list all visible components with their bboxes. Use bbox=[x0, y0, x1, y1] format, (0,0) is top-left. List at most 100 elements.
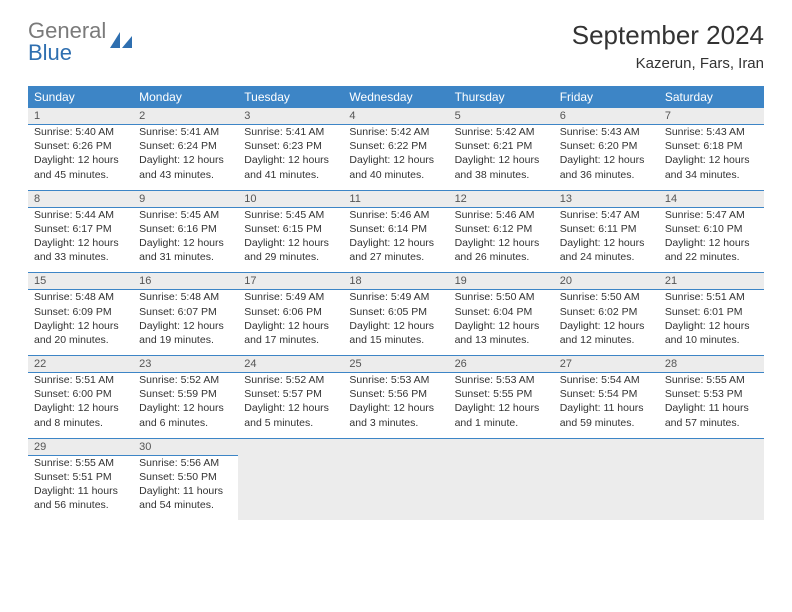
day-number: 25 bbox=[343, 356, 448, 373]
sunrise-line: Sunrise: 5:56 AM bbox=[139, 456, 232, 470]
daylight-line: Daylight: 12 hours bbox=[665, 153, 758, 167]
daylight-line: and 13 minutes. bbox=[455, 333, 548, 347]
daylight-line: and 10 minutes. bbox=[665, 333, 758, 347]
daylight-line: and 20 minutes. bbox=[34, 333, 127, 347]
sunrise-line: Sunrise: 5:51 AM bbox=[34, 373, 127, 387]
sunrise-line: Sunrise: 5:53 AM bbox=[455, 373, 548, 387]
daylight-line: and 59 minutes. bbox=[560, 416, 653, 430]
day-number: 27 bbox=[554, 356, 659, 373]
sunrise-line: Sunrise: 5:43 AM bbox=[560, 125, 653, 139]
sunset-line: Sunset: 6:20 PM bbox=[560, 139, 653, 153]
day-cell: Sunrise: 5:46 AMSunset: 6:12 PMDaylight:… bbox=[449, 207, 554, 273]
sunset-line: Sunset: 5:56 PM bbox=[349, 387, 442, 401]
day-cell: Sunrise: 5:45 AMSunset: 6:16 PMDaylight:… bbox=[133, 207, 238, 273]
sunrise-line: Sunrise: 5:52 AM bbox=[139, 373, 232, 387]
day-cell: Sunrise: 5:48 AMSunset: 6:09 PMDaylight:… bbox=[28, 290, 133, 356]
day-cell: Sunrise: 5:41 AMSunset: 6:24 PMDaylight:… bbox=[133, 125, 238, 191]
daylight-line: Daylight: 12 hours bbox=[349, 153, 442, 167]
day-cell: Sunrise: 5:42 AMSunset: 6:22 PMDaylight:… bbox=[343, 125, 448, 191]
daylight-line: and 15 minutes. bbox=[349, 333, 442, 347]
sunset-line: Sunset: 6:00 PM bbox=[34, 387, 127, 401]
sunrise-line: Sunrise: 5:52 AM bbox=[244, 373, 337, 387]
day-number: 19 bbox=[449, 273, 554, 290]
daylight-line: and 1 minute. bbox=[455, 416, 548, 430]
page-header: General Blue September 2024 Kazerun, Far… bbox=[28, 20, 764, 72]
sunrise-line: Sunrise: 5:54 AM bbox=[560, 373, 653, 387]
daylight-line: Daylight: 12 hours bbox=[560, 153, 653, 167]
sunset-line: Sunset: 6:14 PM bbox=[349, 222, 442, 236]
day-cell: Sunrise: 5:47 AMSunset: 6:11 PMDaylight:… bbox=[554, 207, 659, 273]
daylight-line: Daylight: 12 hours bbox=[560, 236, 653, 250]
sunrise-line: Sunrise: 5:55 AM bbox=[34, 456, 127, 470]
day-number: 13 bbox=[554, 190, 659, 207]
day-number: 17 bbox=[238, 273, 343, 290]
day-number: 18 bbox=[343, 273, 448, 290]
day-number: 28 bbox=[659, 356, 764, 373]
sunrise-line: Sunrise: 5:53 AM bbox=[349, 373, 442, 387]
sunset-line: Sunset: 6:18 PM bbox=[665, 139, 758, 153]
weekday-header: Saturday bbox=[659, 86, 764, 108]
daylight-line: and 45 minutes. bbox=[34, 168, 127, 182]
day-cell: Sunrise: 5:49 AMSunset: 6:05 PMDaylight:… bbox=[343, 290, 448, 356]
daylight-line: Daylight: 12 hours bbox=[34, 236, 127, 250]
sunset-line: Sunset: 6:05 PM bbox=[349, 305, 442, 319]
sunset-line: Sunset: 5:59 PM bbox=[139, 387, 232, 401]
sunrise-line: Sunrise: 5:45 AM bbox=[139, 208, 232, 222]
day-number: 10 bbox=[238, 190, 343, 207]
day-cell: Sunrise: 5:50 AMSunset: 6:02 PMDaylight:… bbox=[554, 290, 659, 356]
empty-cell bbox=[449, 438, 554, 520]
day-number: 22 bbox=[28, 356, 133, 373]
sunrise-line: Sunrise: 5:44 AM bbox=[34, 208, 127, 222]
daylight-line: Daylight: 12 hours bbox=[139, 401, 232, 415]
sunset-line: Sunset: 6:12 PM bbox=[455, 222, 548, 236]
weekday-header: Monday bbox=[133, 86, 238, 108]
sunset-line: Sunset: 6:26 PM bbox=[34, 139, 127, 153]
sunset-line: Sunset: 5:53 PM bbox=[665, 387, 758, 401]
daylight-line: and 8 minutes. bbox=[34, 416, 127, 430]
sunrise-line: Sunrise: 5:43 AM bbox=[665, 125, 758, 139]
day-number: 24 bbox=[238, 356, 343, 373]
daylight-line: and 26 minutes. bbox=[455, 250, 548, 264]
day-cell: Sunrise: 5:56 AMSunset: 5:50 PMDaylight:… bbox=[133, 455, 238, 520]
day-number: 15 bbox=[28, 273, 133, 290]
day-cell: Sunrise: 5:43 AMSunset: 6:18 PMDaylight:… bbox=[659, 125, 764, 191]
calendar-table: SundayMondayTuesdayWednesdayThursdayFrid… bbox=[28, 86, 764, 520]
day-number: 30 bbox=[133, 438, 238, 455]
weekday-header: Tuesday bbox=[238, 86, 343, 108]
day-number: 8 bbox=[28, 190, 133, 207]
daylight-line: and 6 minutes. bbox=[139, 416, 232, 430]
sunrise-line: Sunrise: 5:49 AM bbox=[349, 290, 442, 304]
daylight-line: Daylight: 12 hours bbox=[455, 153, 548, 167]
sunrise-line: Sunrise: 5:48 AM bbox=[34, 290, 127, 304]
empty-cell bbox=[343, 438, 448, 520]
sunrise-line: Sunrise: 5:48 AM bbox=[139, 290, 232, 304]
detail-row: Sunrise: 5:51 AMSunset: 6:00 PMDaylight:… bbox=[28, 373, 764, 439]
daylight-line: and 38 minutes. bbox=[455, 168, 548, 182]
daylight-line: and 33 minutes. bbox=[34, 250, 127, 264]
daylight-line: Daylight: 12 hours bbox=[34, 401, 127, 415]
daylight-line: and 22 minutes. bbox=[665, 250, 758, 264]
sunrise-line: Sunrise: 5:50 AM bbox=[560, 290, 653, 304]
weekday-header: Sunday bbox=[28, 86, 133, 108]
day-cell: Sunrise: 5:49 AMSunset: 6:06 PMDaylight:… bbox=[238, 290, 343, 356]
empty-cell bbox=[554, 438, 659, 520]
daylight-line: Daylight: 11 hours bbox=[665, 401, 758, 415]
day-cell: Sunrise: 5:41 AMSunset: 6:23 PMDaylight:… bbox=[238, 125, 343, 191]
sunset-line: Sunset: 5:55 PM bbox=[455, 387, 548, 401]
day-cell: Sunrise: 5:51 AMSunset: 6:00 PMDaylight:… bbox=[28, 373, 133, 439]
sunrise-line: Sunrise: 5:45 AM bbox=[244, 208, 337, 222]
day-number: 14 bbox=[659, 190, 764, 207]
weekday-row: SundayMondayTuesdayWednesdayThursdayFrid… bbox=[28, 86, 764, 108]
daylight-line: Daylight: 12 hours bbox=[349, 401, 442, 415]
sunset-line: Sunset: 5:54 PM bbox=[560, 387, 653, 401]
day-number: 7 bbox=[659, 108, 764, 125]
daylight-line: Daylight: 12 hours bbox=[349, 236, 442, 250]
weekday-header: Friday bbox=[554, 86, 659, 108]
daylight-line: Daylight: 12 hours bbox=[244, 319, 337, 333]
title-block: September 2024 Kazerun, Fars, Iran bbox=[572, 20, 764, 72]
day-number: 12 bbox=[449, 190, 554, 207]
daylight-line: and 27 minutes. bbox=[349, 250, 442, 264]
brand-logo: General Blue bbox=[28, 20, 134, 64]
sail-icon bbox=[108, 30, 134, 50]
day-cell: Sunrise: 5:44 AMSunset: 6:17 PMDaylight:… bbox=[28, 207, 133, 273]
